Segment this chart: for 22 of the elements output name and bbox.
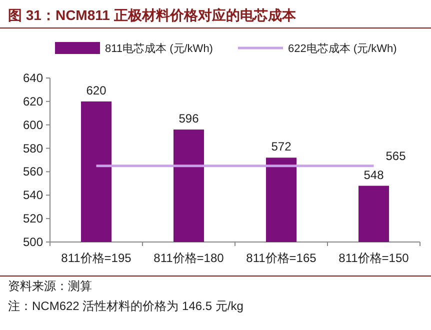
y-tick-label: 580 (22, 141, 44, 156)
y-tick-label: 540 (22, 188, 44, 202)
legend-label: 622电芯成本 (元/kWh) (288, 42, 397, 55)
text: 资料来源：测算 (8, 279, 92, 293)
chart-title: 图 31：NCM811 正极材料价格对应的电芯成本 (8, 7, 297, 23)
y-tick-label: 520 (22, 212, 44, 226)
x-tick-label: 811价格=150 (338, 251, 410, 265)
y-tick-label: 620 (22, 94, 44, 108)
y-tick-label: 560 (22, 164, 44, 179)
y-tick-label: 600 (22, 118, 44, 132)
data-label: 620 (86, 83, 107, 98)
x-tick-label: 811价格=195 (61, 251, 132, 265)
x-tick-label: 811价格=165 (246, 251, 317, 265)
y-tick-label: 640 (22, 71, 44, 85)
data-label: 596 (178, 112, 200, 126)
data-label: 565 (386, 148, 406, 163)
y-tick-label: 500 (22, 235, 44, 249)
text: 注：NCM622 活性材料的价格为 146.5 元/kg (8, 299, 244, 313)
data-label: 572 (271, 140, 292, 154)
data-label: 548 (364, 168, 384, 182)
legend-label: 811电芯成本 (元/kWh) (105, 42, 213, 55)
x-tick-label: 811价格=180 (154, 251, 224, 265)
